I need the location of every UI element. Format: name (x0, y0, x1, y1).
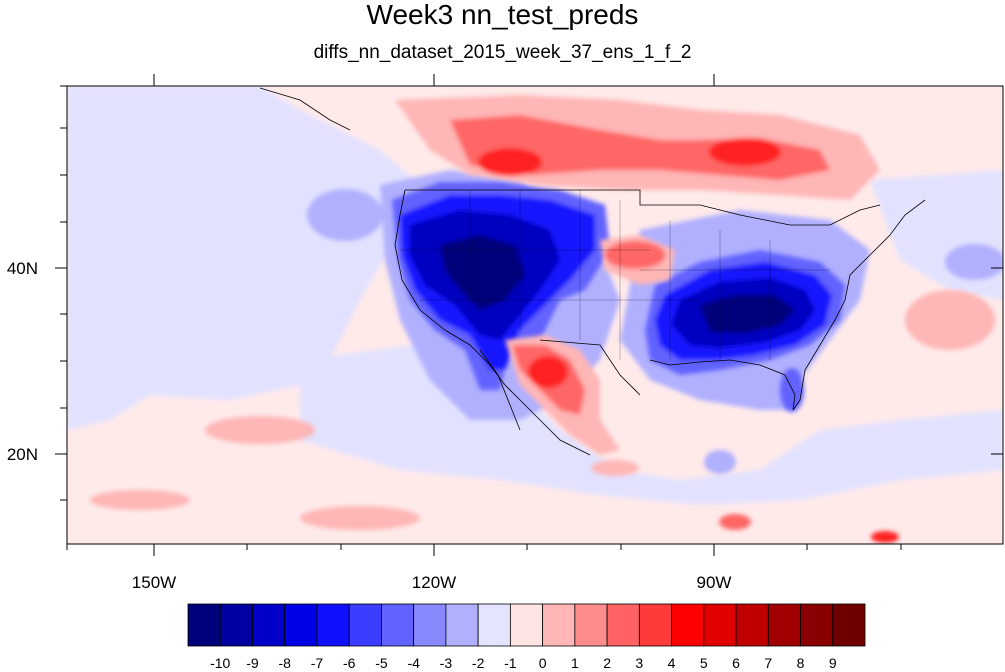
colorbar-label: 4 (668, 655, 676, 671)
colorbar-swatch (574, 603, 608, 647)
colorbar: -10 -9 -8 -7 -6 -5 -4 -3 -2 -1 0 1 2 3 4 5 6 7 8 9 (187, 603, 866, 671)
y-tick-label: 20N (7, 445, 38, 464)
colorbar-swatch (767, 603, 801, 647)
colorbar-swatch (381, 603, 415, 647)
colorbar-label: -3 (440, 655, 453, 671)
colorbar-label: 2 (603, 655, 611, 671)
colorbar-swatch (187, 603, 221, 647)
x-tick-label: 120W (412, 573, 456, 592)
colorbar-label: -7 (311, 655, 324, 671)
state-borders (400, 190, 830, 360)
colorbar-label: 0 (539, 655, 547, 671)
colorbar-label: -10 (210, 655, 230, 671)
x-tick-label: 150W (132, 573, 176, 592)
colorbar-label: 7 (764, 655, 772, 671)
colorbar-swatch (284, 603, 318, 647)
colorbar-label: -1 (504, 655, 517, 671)
colorbar-swatch (219, 603, 253, 647)
east-negative-region (645, 250, 845, 412)
field-layer (67, 86, 1003, 544)
colorbar-swatch (671, 603, 705, 647)
west-negative-region (392, 182, 610, 390)
colorbar-swatch (606, 603, 640, 647)
colorbar-swatch (735, 603, 769, 647)
colorbar-label: -2 (472, 655, 485, 671)
colorbar-label: -8 (278, 655, 291, 671)
colorbar-swatch (800, 603, 834, 647)
colorbar-swatch (316, 603, 350, 647)
colorbar-swatch (832, 603, 866, 647)
colorbar-swatch (638, 603, 672, 647)
colorbar-swatch (445, 603, 479, 647)
colorbar-swatch (703, 603, 737, 647)
map-title: Week3 nn_test_preds (366, 0, 639, 30)
colorbar-label: 5 (700, 655, 708, 671)
plot-frame (66, 85, 1004, 545)
positive-regions (90, 95, 995, 543)
axis-ticks (55, 74, 1003, 556)
colorbar-swatch (542, 603, 576, 647)
map-subtitle: diffs_nn_dataset_2015_week_37_ens_1_f_2 (313, 42, 692, 63)
colorbar-label: 3 (635, 655, 643, 671)
colorbar-label: -4 (407, 655, 420, 671)
colorbar-label: -9 (246, 655, 259, 671)
colorbar-label: 9 (829, 655, 837, 671)
colorbar-label: 1 (571, 655, 579, 671)
x-tick-label: 90W (697, 573, 732, 592)
colorbar-swatch (477, 603, 511, 647)
colorbar-swatch (413, 603, 447, 647)
colorbar-swatch (348, 603, 382, 647)
coastlines (259, 87, 926, 456)
colorbar-label: -6 (343, 655, 356, 671)
colorbar-label: 8 (797, 655, 805, 671)
colorbar-label: 6 (732, 655, 740, 671)
y-tick-label: 40N (7, 259, 38, 278)
colorbar-swatch (509, 603, 544, 647)
colorbar-swatch (252, 603, 286, 647)
colorbar-label: -5 (375, 655, 388, 671)
